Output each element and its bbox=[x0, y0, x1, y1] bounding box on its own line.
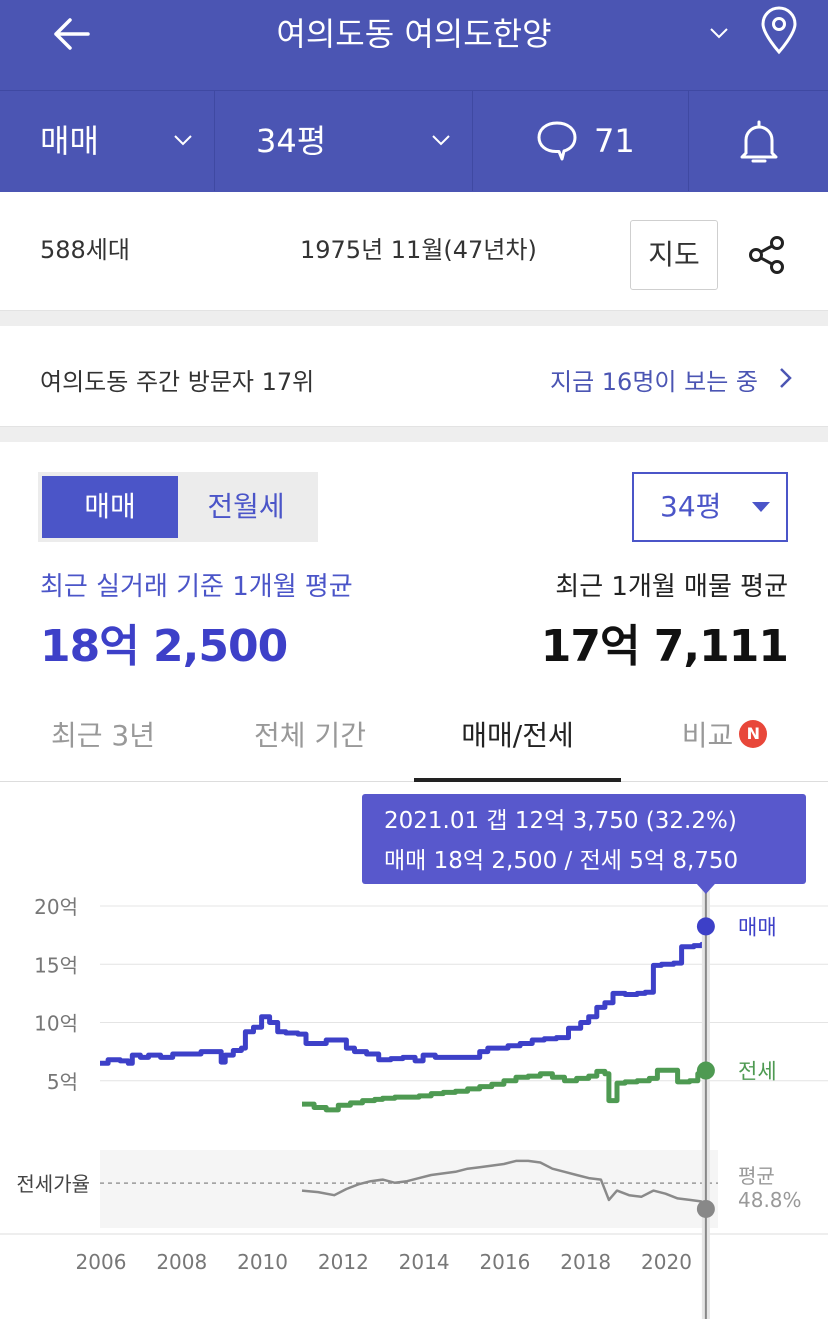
top-header: 여의도동 여의도한양 bbox=[0, 0, 828, 90]
toggle-rent[interactable]: 전월세 bbox=[207, 490, 285, 523]
sale-current-point bbox=[696, 917, 715, 936]
tab-all-period[interactable]: 전체 기간 bbox=[254, 719, 366, 752]
tab-compare[interactable]: 비교 N bbox=[621, 694, 828, 782]
y-tick-label: 5억 bbox=[47, 1070, 78, 1094]
ratio-axis-label: 전세가율 bbox=[16, 1172, 90, 1196]
y-tick-label: 20억 bbox=[34, 895, 78, 919]
x-tick-label: 2014 bbox=[399, 1250, 450, 1274]
tooltip-line-2: 매매 18억 2,500 / 전세 5억 8,750 bbox=[384, 848, 738, 874]
comment-count: 71 bbox=[594, 122, 635, 160]
tooltip-pointer bbox=[696, 884, 715, 894]
household-count: 588세대 bbox=[40, 236, 130, 264]
section-divider bbox=[0, 426, 828, 442]
location-pin-icon[interactable] bbox=[758, 6, 800, 56]
chart-tabs: 최근 3년 전체 기간 매매/전세 비교 N bbox=[0, 694, 828, 782]
divider bbox=[472, 91, 473, 191]
tab-recent-3y[interactable]: 최근 3년 bbox=[51, 719, 155, 752]
divider bbox=[214, 91, 215, 191]
share-icon[interactable] bbox=[746, 234, 788, 276]
tab-sale-jeonse[interactable]: 매매/전세 bbox=[414, 694, 621, 782]
recent-trade-label: 최근 실거래 기준 1개월 평균 bbox=[40, 572, 353, 602]
jeonse-series-label: 전세 bbox=[738, 1060, 777, 1084]
bell-icon[interactable] bbox=[736, 117, 782, 165]
x-tick-label: 2016 bbox=[479, 1250, 530, 1274]
chevron-down-icon[interactable] bbox=[428, 127, 454, 153]
live-viewers-link[interactable]: 지금 16명이 보는 중 bbox=[550, 368, 758, 396]
back-arrow-icon[interactable] bbox=[48, 12, 98, 56]
x-tick-label: 2020 bbox=[641, 1250, 692, 1274]
ratio-average-label: 평균 bbox=[738, 1164, 775, 1188]
y-tick-label: 15억 bbox=[34, 953, 78, 977]
tooltip-box bbox=[362, 794, 806, 884]
divider bbox=[688, 91, 689, 191]
sale-series-label: 매매 bbox=[738, 915, 777, 939]
x-tick-label: 2012 bbox=[318, 1250, 369, 1274]
x-tick-label: 2010 bbox=[237, 1250, 288, 1274]
ratio-current-point bbox=[696, 1199, 715, 1218]
chevron-right-icon[interactable] bbox=[778, 366, 794, 390]
complex-info-row: 588세대 1975년 11월(47년차) 지도 bbox=[0, 192, 828, 310]
filter-bar: 매매 34평 71 bbox=[0, 90, 828, 192]
ratio-panel-bg bbox=[100, 1150, 718, 1228]
ratio-series-line bbox=[301, 1159, 707, 1210]
jeonse-series-line bbox=[302, 1067, 709, 1113]
size-filter-select[interactable]: 34평 bbox=[256, 91, 456, 191]
y-tick-label: 10억 bbox=[34, 1012, 78, 1036]
map-button[interactable]: 지도 bbox=[630, 220, 718, 290]
deal-type-label: 매매 bbox=[40, 122, 99, 160]
x-tick-label: 2006 bbox=[76, 1250, 127, 1274]
section-divider bbox=[0, 310, 828, 326]
comment-bubble-icon bbox=[537, 121, 577, 161]
toggle-sale[interactable]: 매매 bbox=[42, 476, 178, 538]
size-dropdown-value: 34평 bbox=[660, 490, 722, 523]
deal-type-toggle: 매매 전월세 bbox=[38, 472, 318, 542]
comments-button[interactable]: 71 bbox=[534, 91, 674, 191]
new-badge: N bbox=[739, 720, 768, 748]
tooltip-line-1: 2021.01 갭 12억 3,750 (32.2%) bbox=[384, 808, 737, 834]
tab-compare-label: 비교 bbox=[681, 719, 734, 752]
built-date: 1975년 11월(47년차) bbox=[300, 236, 537, 264]
deal-type-select[interactable]: 매매 bbox=[40, 91, 210, 191]
jeonse-current-point bbox=[696, 1061, 715, 1080]
ratio-average-value: 48.8% bbox=[738, 1188, 802, 1212]
x-tick-label: 2018 bbox=[560, 1250, 611, 1274]
visitor-rank-row: 여의도동 주간 방문자 17위 지금 16명이 보는 중 bbox=[0, 326, 828, 426]
chevron-down-icon[interactable] bbox=[706, 20, 732, 46]
caret-down-icon bbox=[752, 502, 770, 512]
x-tick-label: 2008 bbox=[156, 1250, 207, 1274]
recent-trade-value: 18억 2,500 bbox=[40, 621, 288, 672]
size-filter-label: 34평 bbox=[256, 122, 327, 160]
chevron-down-icon[interactable] bbox=[170, 127, 196, 153]
size-dropdown[interactable]: 34평 bbox=[632, 472, 788, 542]
sale-series-line bbox=[100, 926, 709, 1066]
listing-avg-value: 17억 7,111 bbox=[540, 621, 789, 672]
visitor-rank-text: 여의도동 주간 방문자 17위 bbox=[40, 368, 315, 396]
page-title[interactable]: 여의도동 여의도한양 bbox=[276, 15, 552, 53]
listing-avg-label: 최근 1개월 매물 평균 bbox=[555, 572, 788, 602]
